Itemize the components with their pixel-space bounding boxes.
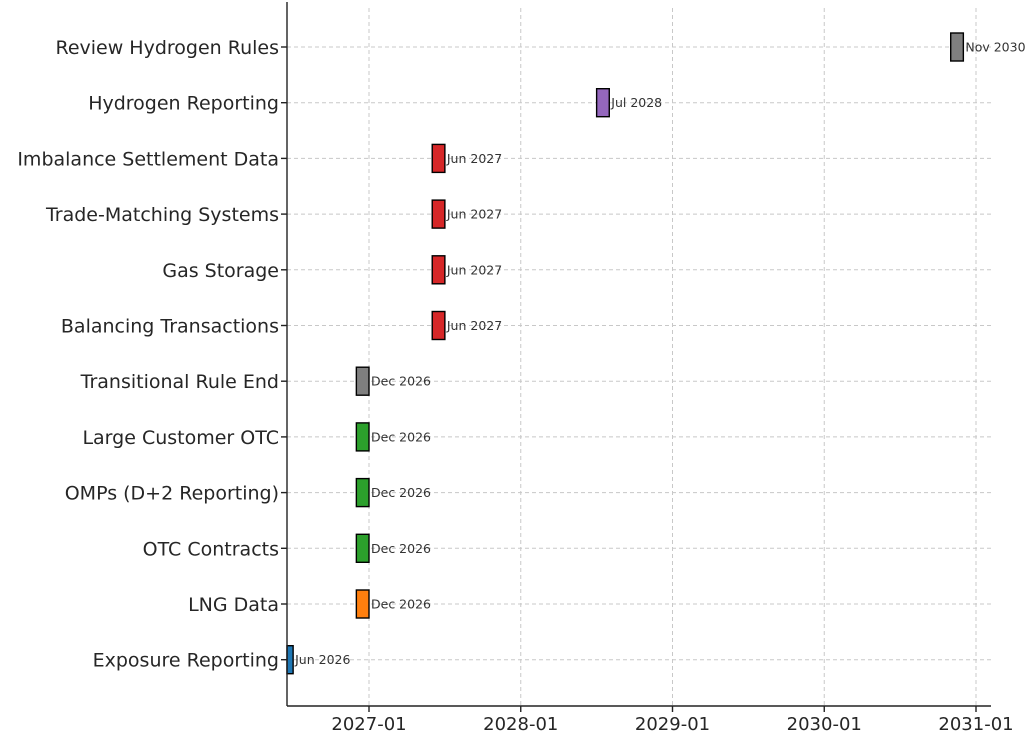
milestone-bar [431,199,446,229]
date-label: Jul 2028 [610,95,662,110]
date-label: Dec 2026 [371,429,431,444]
task-label: Review Hydrogen Rules [55,37,279,59]
task-label: Transitional Rule End [80,371,279,393]
date-label: Jun 2027 [446,207,502,222]
milestone-bar [355,477,370,508]
date-label: Jun 2026 [294,652,350,667]
milestone-bar [355,422,370,452]
labels-layer: Exposure Reporting Jun 2026 LNG Data Dec 20… [17,37,1025,672]
x-tick-label: 2030-01 [787,714,862,735]
task-label: Exposure Reporting [93,650,279,672]
milestone-bar [431,255,446,285]
x-tick-label: 2027-01 [331,714,406,735]
milestone-bar [355,589,370,619]
milestone-bar [286,645,294,675]
date-label: Dec 2026 [371,374,431,389]
milestone-bar [431,143,446,174]
date-label: Dec 2026 [371,597,431,612]
task-label: LNG Data [188,594,279,616]
milestone-bar [355,366,370,396]
milestone-bar [595,87,610,118]
task-label: Imbalance Settlement Data [17,148,279,170]
task-label: OTC Contracts [143,538,279,560]
date-label: Jun 2027 [446,151,502,166]
task-label: Trade-Matching Systems [45,204,279,226]
task-label: Large Customer OTC [82,427,279,449]
milestone-bar [431,310,446,341]
x-tick-label: 2028-01 [483,714,558,735]
date-label: Nov 2030 [965,40,1025,55]
task-label: Hydrogen Reporting [88,93,279,115]
milestone-bar [355,533,370,563]
date-label: Dec 2026 [371,541,431,556]
milestone-bar [950,32,965,62]
date-label: Jun 2027 [446,318,502,333]
date-label: Dec 2026 [371,485,431,500]
task-label: Balancing Transactions [61,316,279,338]
axis-layer: 2027-01 2028-01 2029-01 2030-01 2031-01 [281,2,1014,735]
x-tick-label: 2031-01 [938,714,1013,735]
task-label: OMPs (D+2 Reporting) [65,483,279,505]
date-label: Jun 2027 [446,262,502,277]
x-tick-label: 2029-01 [635,714,710,735]
task-label: Gas Storage [162,260,279,282]
bars-layer [286,32,965,675]
